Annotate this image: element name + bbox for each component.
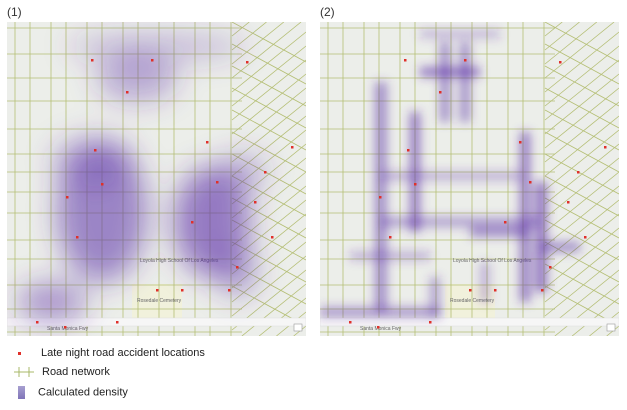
density-swatch-icon bbox=[18, 386, 25, 399]
accident-point[interactable] bbox=[559, 61, 562, 64]
accident-point[interactable] bbox=[407, 149, 410, 152]
accident-point[interactable] bbox=[549, 266, 552, 269]
accident-point[interactable] bbox=[439, 91, 442, 94]
panel-label-1: (1) bbox=[7, 5, 22, 19]
accident-point[interactable] bbox=[469, 289, 472, 292]
accident-point[interactable] bbox=[379, 196, 382, 199]
accident-point[interactable] bbox=[156, 289, 159, 292]
accident-point[interactable] bbox=[101, 183, 104, 186]
accident-point[interactable] bbox=[94, 149, 97, 152]
school-label: Loyola High School Of Los Angeles bbox=[140, 258, 219, 264]
zoom-out-icon[interactable] bbox=[293, 323, 303, 332]
cemetery-label: Rosedale Cemetery bbox=[137, 298, 182, 304]
legend-label: Road network bbox=[42, 366, 110, 378]
map-network-density[interactable]: Santa Monica Fwy Rosedale Cemetery Loyola … bbox=[320, 22, 619, 336]
accident-point[interactable] bbox=[216, 181, 219, 184]
accident-point[interactable] bbox=[604, 146, 607, 149]
accident-point[interactable] bbox=[404, 59, 407, 62]
accident-point[interactable] bbox=[464, 59, 467, 62]
accident-point[interactable] bbox=[349, 321, 352, 324]
accident-point[interactable] bbox=[64, 326, 67, 329]
density-surface bbox=[320, 30, 580, 317]
accident-point[interactable] bbox=[567, 201, 570, 204]
red-dot-icon bbox=[18, 351, 21, 355]
accident-point[interactable] bbox=[264, 171, 267, 174]
accident-point[interactable] bbox=[254, 201, 257, 204]
map-kernel-density[interactable]: Santa Monica Fwy Rosedale Cemetery Loyola … bbox=[7, 22, 306, 336]
road-cross-icon bbox=[14, 367, 34, 378]
accident-point[interactable] bbox=[246, 61, 249, 64]
freeway bbox=[320, 317, 619, 327]
accident-point[interactable] bbox=[584, 236, 587, 239]
accident-point[interactable] bbox=[529, 181, 532, 184]
accident-point[interactable] bbox=[206, 141, 209, 144]
density-surface bbox=[17, 32, 267, 322]
accident-point[interactable] bbox=[541, 289, 544, 292]
accident-point[interactable] bbox=[66, 196, 69, 199]
accident-point[interactable] bbox=[519, 141, 522, 144]
accident-point[interactable] bbox=[271, 236, 274, 239]
legend-item-accidents: Late night road accident locations bbox=[18, 347, 205, 359]
accident-point[interactable] bbox=[91, 59, 94, 62]
cemetery-label: Rosedale Cemetery bbox=[450, 298, 495, 304]
accident-point[interactable] bbox=[414, 183, 417, 186]
legend-item-density: Calculated density bbox=[18, 386, 128, 399]
accident-point[interactable] bbox=[389, 236, 392, 239]
accident-points bbox=[349, 59, 607, 329]
accident-point[interactable] bbox=[126, 91, 129, 94]
accident-point[interactable] bbox=[228, 289, 231, 292]
freeway-label: Santa Monica Fwy bbox=[360, 326, 402, 332]
accident-points bbox=[36, 59, 294, 329]
accident-point[interactable] bbox=[504, 221, 507, 224]
accident-point[interactable] bbox=[577, 171, 580, 174]
accident-point[interactable] bbox=[236, 266, 239, 269]
accident-point[interactable] bbox=[116, 321, 119, 324]
freeway-label: Santa Monica Fwy bbox=[47, 326, 89, 332]
accident-point[interactable] bbox=[377, 326, 380, 329]
accident-point[interactable] bbox=[181, 289, 184, 292]
accident-point[interactable] bbox=[291, 146, 294, 149]
zoom-out-icon[interactable] bbox=[606, 323, 616, 332]
school-label: Loyola High School Of Los Angeles bbox=[453, 258, 532, 264]
panel-label-2: (2) bbox=[320, 5, 335, 19]
accident-point[interactable] bbox=[429, 321, 432, 324]
accident-point[interactable] bbox=[76, 236, 79, 239]
legend-item-roads: Road network bbox=[14, 366, 110, 378]
legend-label: Late night road accident locations bbox=[41, 347, 205, 359]
legend-label: Calculated density bbox=[38, 386, 128, 399]
freeway bbox=[7, 317, 306, 327]
accident-point[interactable] bbox=[151, 59, 154, 62]
accident-point[interactable] bbox=[191, 221, 194, 224]
accident-point[interactable] bbox=[36, 321, 39, 324]
road-network bbox=[320, 22, 619, 336]
accident-point[interactable] bbox=[494, 289, 497, 292]
